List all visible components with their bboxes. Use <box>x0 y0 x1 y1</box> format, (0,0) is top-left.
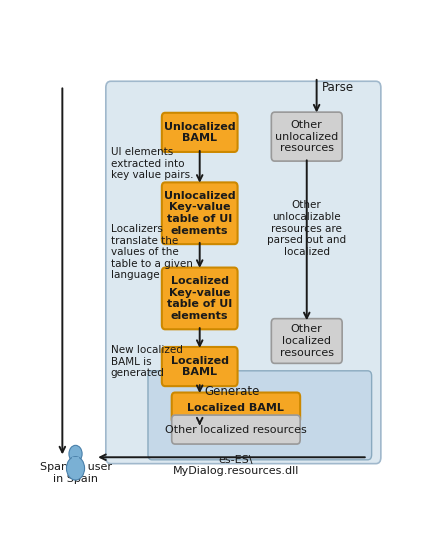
Text: Unlocalized
Key-value
table of UI
elements: Unlocalized Key-value table of UI elemen… <box>164 191 235 236</box>
FancyBboxPatch shape <box>148 371 371 460</box>
Text: es-ES\
MyDialog.resources.dll: es-ES\ MyDialog.resources.dll <box>173 455 299 476</box>
FancyBboxPatch shape <box>271 319 342 363</box>
Ellipse shape <box>66 457 85 480</box>
Text: Other
localized
resources: Other localized resources <box>280 325 334 358</box>
FancyBboxPatch shape <box>271 112 342 161</box>
Text: Spanish user
in Spain: Spanish user in Spain <box>40 462 111 484</box>
FancyBboxPatch shape <box>162 347 238 386</box>
Circle shape <box>69 445 82 462</box>
Text: Localized
BAML: Localized BAML <box>171 356 229 377</box>
FancyBboxPatch shape <box>106 81 381 463</box>
FancyBboxPatch shape <box>172 393 300 423</box>
FancyBboxPatch shape <box>162 182 238 244</box>
Text: Localized BAML: Localized BAML <box>187 403 284 413</box>
Text: Other
unlocalized
resources: Other unlocalized resources <box>275 120 338 153</box>
Text: Localizers
translate the
values of the
table to a given
language: Localizers translate the values of the t… <box>111 224 193 280</box>
Text: Generate: Generate <box>205 385 260 398</box>
Text: Other
unlocalizable
resources are
parsed out and
localized: Other unlocalizable resources are parsed… <box>267 201 346 257</box>
FancyBboxPatch shape <box>172 415 300 444</box>
Text: Parse: Parse <box>322 81 354 94</box>
FancyBboxPatch shape <box>72 457 79 464</box>
Text: Localized
Key-value
table of UI
elements: Localized Key-value table of UI elements <box>167 276 232 321</box>
Text: New localized
BAML is
generated: New localized BAML is generated <box>111 345 183 378</box>
FancyBboxPatch shape <box>162 268 238 329</box>
Text: Unlocalized
BAML: Unlocalized BAML <box>164 122 235 143</box>
Text: Other localized resources: Other localized resources <box>165 425 307 435</box>
FancyBboxPatch shape <box>162 113 238 152</box>
Text: UI elements
extracted into
key value pairs.: UI elements extracted into key value pai… <box>111 147 193 180</box>
